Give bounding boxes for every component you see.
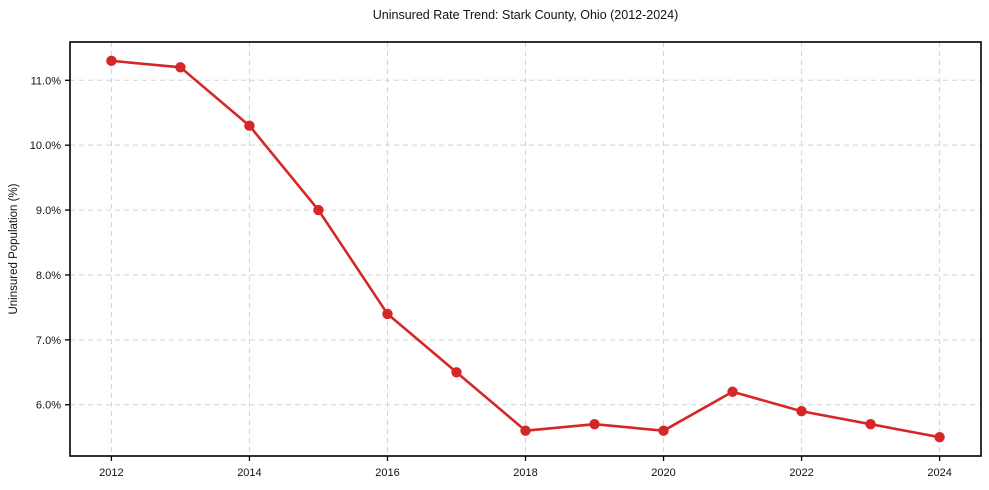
data-point-2019 (589, 419, 600, 430)
x-tick-label: 2020 (651, 467, 675, 479)
y-tick-label: 8.0% (36, 270, 61, 282)
data-point-2022 (796, 406, 807, 417)
data-point-2014 (244, 120, 255, 131)
data-point-2012 (106, 55, 117, 67)
x-tick-label: 2022 (789, 467, 813, 479)
data-point-2013 (175, 62, 186, 73)
y-tick-label: 10.0% (30, 140, 61, 152)
data-point-2021 (727, 386, 738, 397)
chart-title: Uninsured Rate Trend: Stark County, Ohio… (372, 8, 679, 22)
x-tick-label: 2012 (99, 467, 123, 479)
x-tick-label: 2016 (375, 467, 399, 479)
data-point-2018 (520, 425, 531, 436)
data-point-2015 (313, 204, 324, 216)
x-tick-label: 2018 (513, 467, 537, 479)
data-point-2020 (658, 425, 669, 436)
y-tick-label: 9.0% (36, 205, 61, 217)
y-tick-label: 11.0% (31, 75, 62, 87)
y-tick-label: 7.0% (36, 335, 61, 347)
data-point-2023 (865, 419, 876, 430)
data-point-2024 (934, 431, 945, 443)
x-tick-label: 2014 (237, 467, 261, 479)
x-tick-label: 2024 (927, 467, 951, 479)
y-tick-label: 6.0% (36, 400, 61, 412)
data-point-2016 (382, 308, 393, 320)
data-point-2017 (451, 367, 462, 378)
